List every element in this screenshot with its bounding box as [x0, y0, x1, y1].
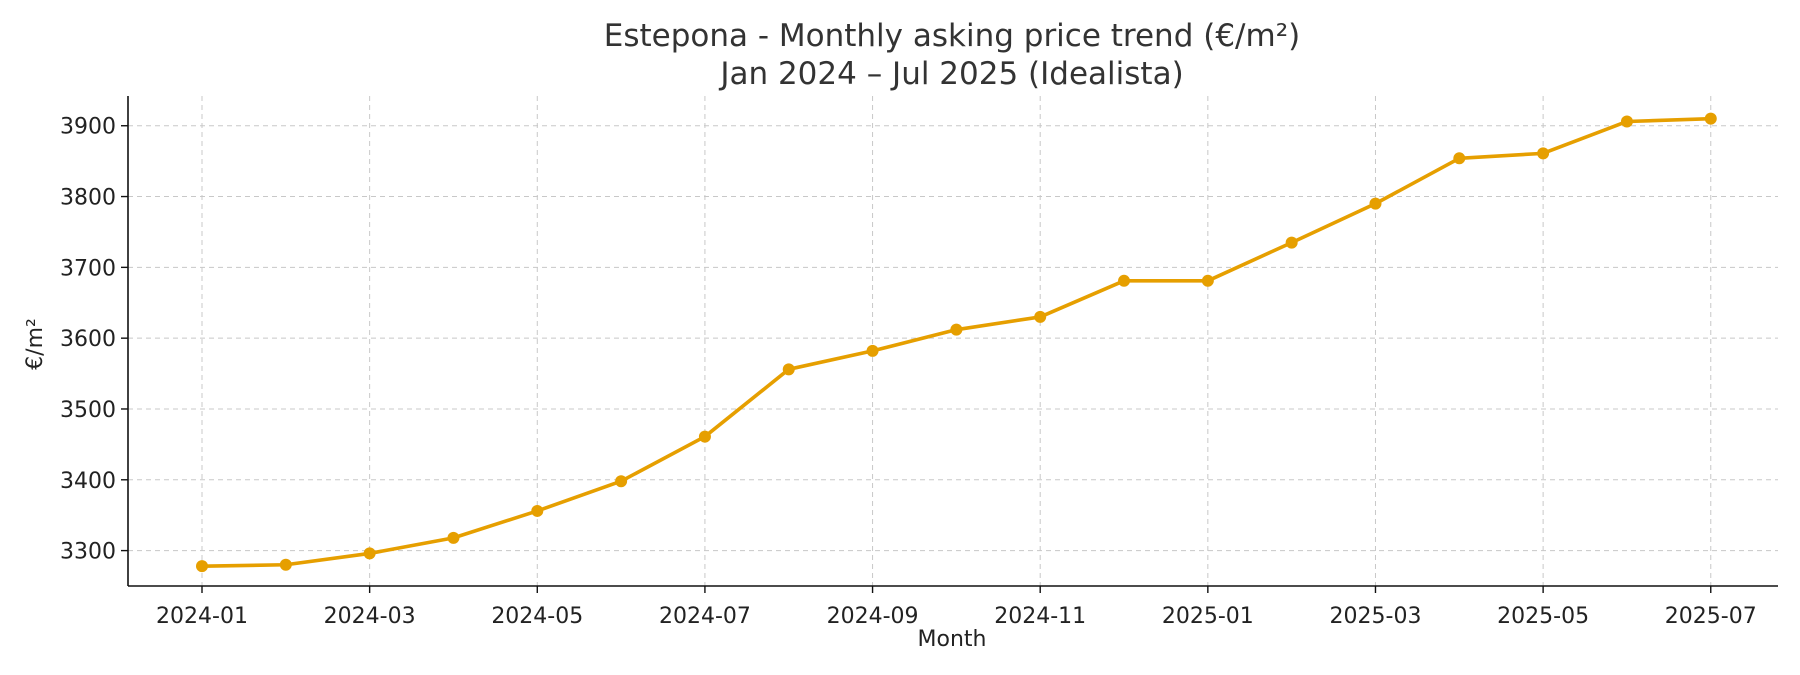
data-point-2024-05: [531, 504, 544, 517]
x-tick-label: 2025-03: [1330, 604, 1422, 629]
axes: [127, 96, 1778, 587]
series-line: [200, 116, 1713, 568]
data-point-2025-04: [1453, 152, 1466, 165]
data-point-2024-11: [1034, 310, 1047, 323]
data-point-2025-05: [1537, 147, 1550, 160]
data-point-2025-03: [1369, 197, 1382, 210]
data-point-2024-10: [950, 323, 963, 336]
y-tick-label: 3800: [60, 186, 116, 211]
x-tick-label: 2024-05: [491, 604, 583, 629]
grid-lines: [128, 96, 1778, 586]
y-tick-label: 3300: [60, 540, 116, 565]
x-tick-label: 2025-07: [1665, 604, 1757, 629]
data-point-2024-06: [615, 475, 628, 488]
data-point-2024-09: [866, 344, 879, 357]
x-tick-label: 2025-05: [1497, 604, 1589, 629]
data-point-2024-02: [279, 558, 292, 571]
y-axis-ticks: 3300 3400 3500 3600 3700 3800 3900: [60, 115, 128, 565]
data-point-2024-12: [1118, 274, 1131, 287]
chart-title: Estepona - Monthly asking price trend (€…: [604, 18, 1300, 54]
data-point-2024-04: [447, 531, 460, 544]
data-point-2024-08: [782, 363, 795, 376]
y-tick-label: 3600: [60, 327, 116, 352]
y-tick-label: 3700: [60, 256, 116, 281]
x-tick-label: 2024-03: [324, 604, 416, 629]
x-tick-label: 2025-01: [1162, 604, 1254, 629]
data-point-2024-01: [196, 560, 208, 573]
chart-subtitle: Jan 2024 – Jul 2025 (Idealista): [718, 56, 1183, 92]
data-point-2025-07: [1704, 112, 1717, 125]
x-tick-label: 2024-11: [994, 604, 1086, 629]
data-point-2025-06: [1620, 115, 1633, 128]
y-axis-title: €/m²: [23, 318, 48, 370]
x-axis-title: Month: [918, 627, 987, 652]
y-tick-label: 3400: [60, 469, 116, 494]
x-tick-label: 2024-07: [659, 604, 751, 629]
x-tick-label: 2024-09: [827, 604, 919, 629]
data-point-2025-02: [1285, 236, 1298, 249]
x-axis-ticks: 2024-01 2024-03 2024-05 2024-07 2024-09 2024-…: [156, 586, 1757, 629]
data-point-2025-01: [1201, 274, 1214, 287]
series-group: [196, 112, 1717, 573]
y-tick-label: 3900: [60, 115, 116, 140]
y-tick-label: 3500: [60, 398, 116, 423]
data-point-2024-03: [363, 547, 376, 560]
x-tick-label: 2024-01: [156, 604, 248, 629]
data-point-2024-07: [698, 430, 711, 443]
